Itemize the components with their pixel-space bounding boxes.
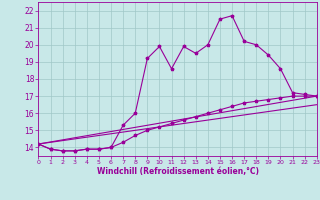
X-axis label: Windchill (Refroidissement éolien,°C): Windchill (Refroidissement éolien,°C) — [97, 167, 259, 176]
